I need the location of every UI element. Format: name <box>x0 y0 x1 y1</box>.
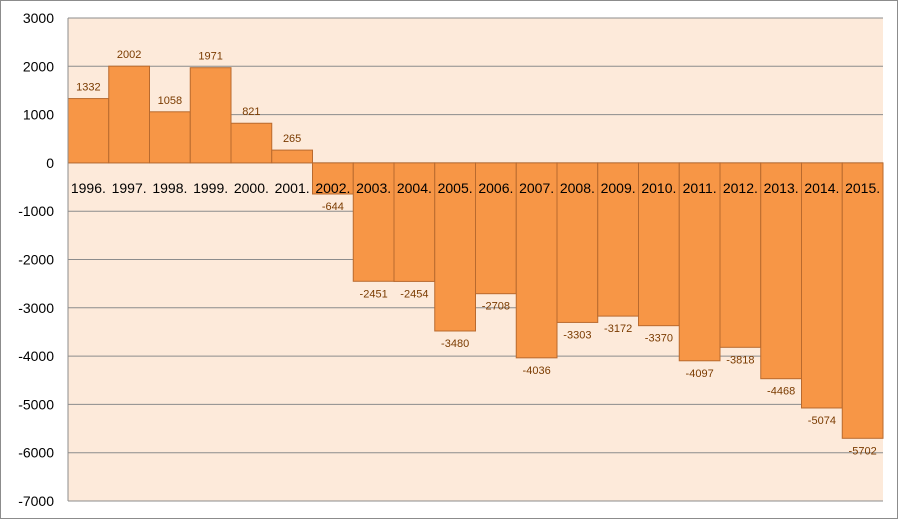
data-label: -3480 <box>441 338 469 350</box>
x-category-label: 1998. <box>152 180 187 196</box>
bar <box>149 111 191 164</box>
data-label: -4097 <box>686 368 714 380</box>
x-category-label: 2002. <box>315 180 350 196</box>
data-label: 265 <box>283 133 301 145</box>
x-category-label: 2000. <box>234 180 269 196</box>
data-label: -644 <box>322 201 344 213</box>
bar <box>108 65 150 164</box>
bar <box>760 162 802 380</box>
bar <box>67 98 110 164</box>
bar <box>352 162 395 282</box>
data-label: 1971 <box>198 51 222 63</box>
data-label: 1058 <box>158 95 182 107</box>
data-label: -3370 <box>645 333 673 345</box>
x-category-label: 2007. <box>519 180 554 196</box>
data-label: -3172 <box>604 323 632 335</box>
data-label: -3818 <box>726 354 754 366</box>
bar <box>801 162 843 409</box>
data-label: -2708 <box>482 301 510 313</box>
y-tick-label: -3000 <box>18 300 54 316</box>
x-category-label: 2004. <box>397 180 432 196</box>
data-label: -2451 <box>360 288 388 300</box>
bar <box>434 162 476 332</box>
bar <box>678 162 721 362</box>
y-tick-label: -5000 <box>18 396 54 412</box>
bars <box>67 65 884 439</box>
x-category-label: 2003. <box>356 180 391 196</box>
data-label: -3303 <box>563 329 591 341</box>
x-category-label: 2010. <box>641 180 676 196</box>
bar <box>189 67 232 164</box>
x-category-label: 2009. <box>601 180 636 196</box>
x-category-label: 2008. <box>560 180 595 196</box>
x-category-label: 1997. <box>112 180 147 196</box>
x-category-label: 2015. <box>845 180 880 196</box>
x-category-label: 1996. <box>71 180 106 196</box>
data-label: -2454 <box>400 288 428 300</box>
x-axis-categories: 1996. 1997. 1998. 1999. 2000. 2001. 2002. 2003.… <box>71 180 880 196</box>
x-category-label: 2012. <box>723 180 758 196</box>
x-category-label: 2001. <box>275 180 310 196</box>
x-category-label: 2005. <box>438 180 473 196</box>
data-label: 1332 <box>76 82 100 94</box>
y-tick-label: -4000 <box>18 348 54 364</box>
bar <box>230 122 273 164</box>
y-tick-label: 1000 <box>23 107 54 123</box>
data-label: -4468 <box>767 386 795 398</box>
bar <box>841 162 884 439</box>
y-tick-label: -7000 <box>18 493 54 509</box>
bar <box>475 162 517 295</box>
y-tick-label: 2000 <box>23 58 54 74</box>
data-label: -5074 <box>808 415 836 427</box>
data-label: 2002 <box>117 49 141 61</box>
x-category-label: 2014. <box>804 180 839 196</box>
bar <box>515 162 558 359</box>
bar <box>719 162 762 348</box>
bar <box>393 162 436 282</box>
x-category-label: 1999. <box>193 180 228 196</box>
y-tick-label: -2000 <box>18 252 54 268</box>
y-tick-label: -6000 <box>18 445 54 461</box>
y-axis-ticks: 3000 2000 1000 0 -1000 -2000 -3000 -4000 -5000 -6… <box>18 10 54 509</box>
data-label: -4036 <box>523 365 551 377</box>
data-label: 821 <box>242 106 260 118</box>
bar <box>271 149 313 164</box>
y-tick-label: 3000 <box>23 10 54 26</box>
data-label: -5702 <box>849 445 877 457</box>
x-category-label: 2006. <box>478 180 513 196</box>
y-tick-label: 0 <box>46 155 54 171</box>
data-labels: 1332 2002 1058 1971 821 265 -644 -2451 -2454 -348… <box>76 49 877 457</box>
y-tick-label: -1000 <box>18 203 54 219</box>
x-category-label: 2011. <box>683 180 717 196</box>
x-category-label: 2013. <box>764 180 799 196</box>
